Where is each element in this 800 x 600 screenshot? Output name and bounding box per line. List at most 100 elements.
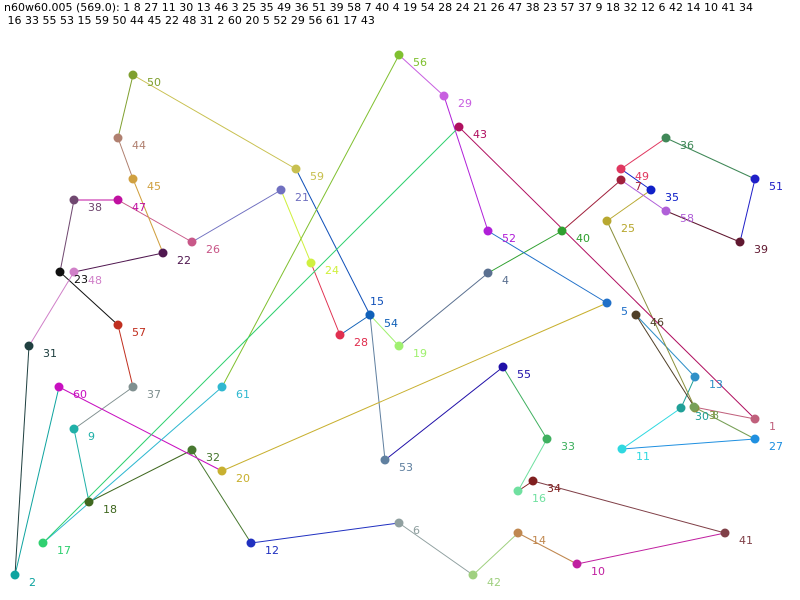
tour-edge-24-21 — [280, 189, 312, 264]
tour-edge-9-18 — [73, 428, 90, 503]
tour-header: n60w60.005 (569.0): 1 8 27 11 30 13 46 3… — [4, 1, 753, 27]
node-49-label: 49 — [635, 170, 649, 183]
tour-edge-45-22 — [132, 178, 164, 254]
node-25-label: 25 — [621, 222, 635, 235]
node-53-marker — [380, 455, 390, 465]
node-20-marker — [217, 466, 227, 476]
tour-nodes — [10, 50, 760, 580]
tour-edge-56-61 — [221, 54, 400, 388]
tour-edge-10-41 — [576, 532, 726, 565]
node-20-label: 20 — [236, 472, 250, 485]
node-18-label: 18 — [103, 503, 117, 516]
node-37-marker — [128, 382, 138, 392]
node-33-marker — [542, 434, 552, 444]
node-58-marker — [661, 206, 671, 216]
node-41-label: 41 — [739, 534, 753, 547]
tour-edge-60-20 — [58, 386, 223, 472]
tour-edge-19-54 — [369, 314, 400, 347]
node-38-marker — [69, 195, 79, 205]
node-42-label: 42 — [487, 576, 501, 589]
tour-edge-35-49 — [620, 168, 652, 191]
node-36-label: 36 — [680, 139, 694, 152]
node-43-label: 43 — [473, 128, 487, 141]
node-44-label: 44 — [132, 139, 146, 152]
tour-edge-7-40 — [561, 179, 622, 232]
node-15-label: 15 — [370, 295, 384, 308]
tour-edge-52-29 — [443, 95, 489, 232]
node-19-label: 19 — [413, 347, 427, 360]
node-46-marker — [631, 310, 641, 320]
tour-edge-29-56 — [398, 54, 445, 97]
node-33-label: 33 — [561, 440, 575, 453]
node-16-marker — [513, 486, 523, 496]
node-51-label: 51 — [769, 180, 783, 193]
tour-edge-15-59 — [295, 168, 371, 316]
node-30-marker — [676, 403, 686, 413]
node-12-label: 12 — [265, 544, 279, 557]
node-2-marker — [10, 570, 20, 580]
tour-edge-51-39 — [739, 178, 756, 243]
tour-edge-14-10 — [517, 532, 578, 565]
node-23-marker — [55, 267, 65, 277]
node-8-marker — [689, 402, 699, 412]
node-21-marker — [276, 185, 286, 195]
node-31-label: 31 — [43, 347, 57, 360]
tour-edge-22-48 — [73, 252, 164, 273]
tour-edge-49-36 — [620, 137, 667, 170]
node-28-marker — [335, 330, 345, 340]
node-49-marker — [616, 164, 626, 174]
tour-edge-46-3 — [635, 314, 696, 409]
node-28-label: 28 — [354, 336, 368, 349]
node-40-marker — [557, 226, 567, 236]
tour-edge-6-42 — [398, 522, 474, 576]
node-36-marker — [661, 133, 671, 143]
node-56-label: 56 — [413, 56, 427, 69]
node-55-marker — [498, 362, 508, 372]
node-9-label: 9 — [88, 430, 95, 443]
node-8-label: 8 — [712, 409, 719, 422]
node-54-marker — [365, 310, 375, 320]
node-11-marker — [617, 444, 627, 454]
tour-edge-4-19 — [398, 272, 489, 347]
node-34-marker — [528, 476, 538, 486]
node-23-label: 23 — [74, 273, 88, 286]
tour-edge-59-50 — [132, 74, 297, 170]
node-31-marker — [24, 341, 34, 351]
tour-edge-12-6 — [250, 522, 400, 544]
node-21-label: 21 — [295, 191, 309, 204]
node-38-label: 38 — [88, 201, 102, 214]
tour-edge-39-58 — [665, 210, 741, 243]
node-61-label: 61 — [236, 388, 250, 401]
node-12-marker — [246, 538, 256, 548]
node-59-label: 59 — [310, 170, 324, 183]
node-4-marker — [483, 268, 493, 278]
node-29-marker — [439, 91, 449, 101]
node-50-label: 50 — [147, 76, 161, 89]
node-5-label: 5 — [621, 305, 628, 318]
node-41-marker — [720, 528, 730, 538]
node-7-marker — [616, 175, 626, 185]
tour-edge-23-57 — [59, 271, 119, 326]
node-1-label: 1 — [769, 420, 776, 433]
node-14-marker — [513, 528, 523, 538]
node-58-label: 58 — [680, 212, 694, 225]
tour-header-line-1: n60w60.005 (569.0): 1 8 27 11 30 13 46 3… — [4, 1, 753, 14]
node-27-label: 27 — [769, 440, 783, 453]
node-10-label: 10 — [591, 565, 605, 578]
tour-edge-33-55 — [502, 366, 548, 440]
node-55-label: 55 — [517, 368, 531, 381]
node-59-marker — [291, 164, 301, 174]
tour-edge-61-17 — [42, 386, 223, 544]
node-26-marker — [187, 237, 197, 247]
tour-edge-28-24 — [310, 262, 341, 336]
node-35-marker — [646, 185, 656, 195]
tour-edge-37-9 — [73, 386, 134, 430]
node-56-marker — [394, 50, 404, 60]
node-60-marker — [54, 382, 64, 392]
node-5-marker — [602, 298, 612, 308]
tour-edge-1-8 — [693, 406, 756, 420]
tour-edge-57-37 — [117, 324, 134, 388]
node-26-label: 26 — [206, 243, 220, 256]
tour-edges — [14, 54, 756, 576]
node-52-marker — [483, 226, 493, 236]
